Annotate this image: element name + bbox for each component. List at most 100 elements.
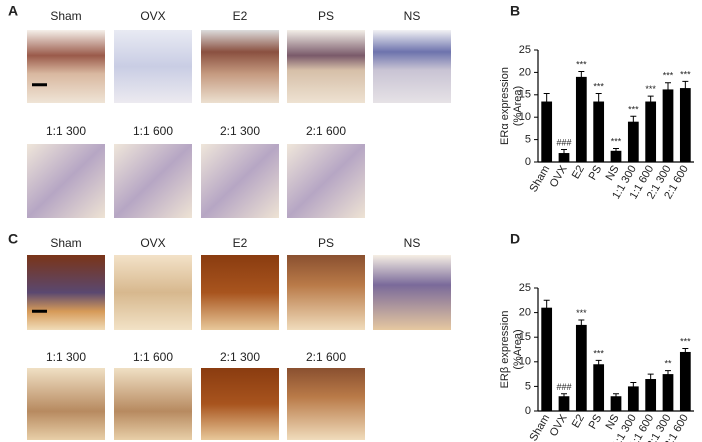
- error-bar: [578, 71, 585, 83]
- significance-label: ***: [593, 348, 604, 358]
- micrograph: [287, 30, 365, 103]
- panel-label: D: [510, 231, 520, 247]
- image-label: 2:1 300: [220, 350, 260, 364]
- image-label: 2:1 600: [306, 124, 346, 138]
- image-label: NS: [404, 236, 421, 250]
- error-bar: [682, 80, 689, 95]
- image-label: PS: [318, 9, 334, 23]
- error-bar: [682, 348, 689, 356]
- micrograph: [201, 144, 279, 218]
- x-tick-label: Sham: [527, 164, 552, 195]
- micrograph: [287, 368, 365, 440]
- micrograph: [114, 30, 192, 103]
- y-axis-label: (%Area): [512, 329, 524, 369]
- x-tick-label: OVX: [548, 412, 570, 439]
- image-label: 2:1 300: [220, 124, 260, 138]
- y-tick-label: 15: [519, 89, 531, 101]
- image-label: NS: [404, 9, 421, 23]
- y-tick-label: 5: [525, 380, 531, 392]
- image-label: 1:1 300: [46, 124, 86, 138]
- x-tick-label: OVX: [548, 163, 570, 190]
- image-label: 1:1 600: [133, 124, 173, 138]
- error-bar: [561, 148, 567, 157]
- error-bar: [561, 393, 567, 399]
- error-bar: [613, 148, 619, 154]
- y-tick-label: 25: [519, 282, 531, 294]
- image-label: OVX: [140, 9, 165, 23]
- x-tick-label: E2: [570, 164, 587, 182]
- image-label: Sham: [50, 236, 81, 250]
- significance-label: ###: [556, 382, 571, 392]
- image-label: 1:1 300: [46, 350, 86, 364]
- bar: [679, 88, 691, 162]
- bar: [558, 153, 570, 162]
- error-bar: [613, 393, 619, 399]
- image-label: E2: [233, 236, 248, 250]
- micrograph: [27, 368, 105, 440]
- error-bar: [630, 115, 637, 128]
- bar: [558, 396, 570, 411]
- micrograph: [287, 255, 365, 330]
- image-label: OVX: [140, 236, 165, 250]
- bar: [541, 101, 553, 162]
- y-tick-label: 10: [519, 111, 531, 123]
- significance-label: ***: [645, 84, 656, 94]
- y-axis-label: ERβ expression: [499, 311, 511, 389]
- x-tick-label: E2: [570, 413, 587, 431]
- bar: [610, 150, 622, 162]
- significance-label: ***: [593, 81, 604, 91]
- image-label: E2: [233, 9, 248, 23]
- error-bar: [665, 370, 671, 378]
- error-bar: [630, 381, 637, 391]
- micrograph: [373, 30, 451, 103]
- y-tick-label: 25: [519, 44, 531, 56]
- y-tick-label: 10: [519, 356, 531, 368]
- micrograph: [114, 144, 192, 218]
- panel-label: A: [8, 3, 18, 19]
- y-tick-label: 20: [519, 66, 531, 78]
- micrograph: [201, 368, 279, 440]
- bar: [541, 307, 553, 411]
- y-axis-label: ERα expression: [499, 67, 511, 145]
- bar: [679, 351, 691, 411]
- bar: [610, 396, 622, 411]
- error-bar: [595, 359, 602, 369]
- bar: [627, 386, 639, 411]
- micrograph: [27, 144, 105, 218]
- error-bar: [543, 299, 550, 316]
- y-tick-label: 15: [519, 331, 531, 343]
- significance-label: ***: [680, 69, 691, 79]
- bar: [593, 101, 605, 162]
- significance-label: ***: [628, 104, 639, 114]
- x-tick-label: PS: [587, 413, 605, 432]
- error-bar: [647, 95, 654, 107]
- significance-label: ***: [663, 71, 674, 81]
- micrograph: [287, 144, 365, 218]
- image-label: Sham: [50, 9, 81, 23]
- micrograph: [114, 255, 192, 330]
- image-label: PS: [318, 236, 334, 250]
- bar: [627, 121, 639, 162]
- bar: [575, 324, 587, 411]
- bar: [575, 76, 587, 162]
- bar: [645, 379, 657, 411]
- significance-label: **: [664, 359, 672, 369]
- micrograph: [201, 255, 279, 330]
- bar: [662, 89, 674, 162]
- image-label: 1:1 600: [133, 350, 173, 364]
- error-bar: [595, 92, 602, 110]
- micrograph: [201, 30, 279, 103]
- y-axis-label: (%Area): [512, 86, 524, 126]
- x-tick-label: Sham: [527, 413, 552, 442]
- micrograph: [114, 368, 192, 440]
- panel-label: C: [8, 231, 18, 247]
- micrograph: [27, 30, 105, 103]
- error-bar: [665, 82, 671, 97]
- significance-label: ###: [556, 137, 571, 147]
- error-bar: [543, 92, 550, 110]
- significance-label: ***: [680, 337, 691, 347]
- micrograph: [373, 255, 451, 330]
- y-tick-label: 0: [525, 405, 531, 417]
- significance-label: ***: [576, 308, 587, 318]
